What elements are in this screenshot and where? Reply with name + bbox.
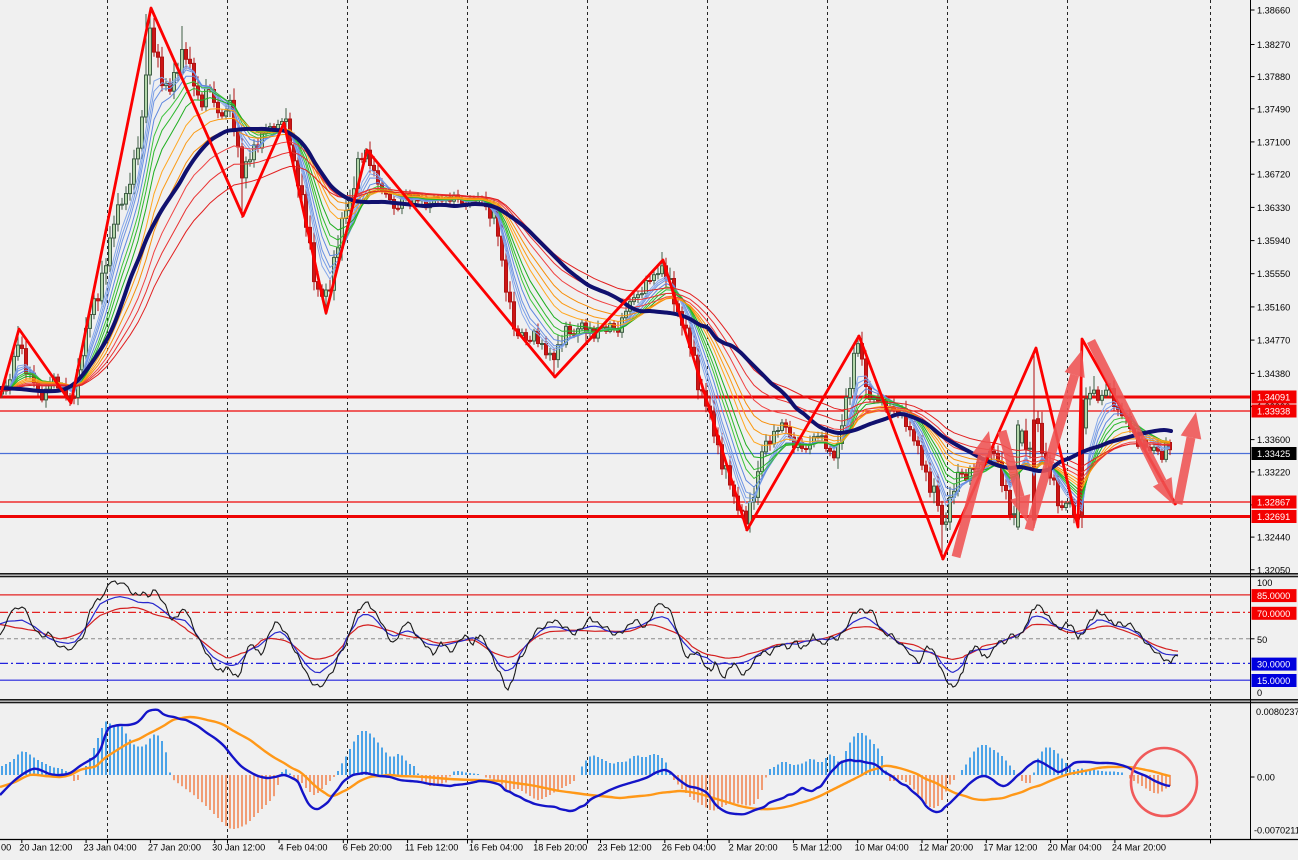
svg-text:1.35550: 1.35550 — [1257, 269, 1290, 279]
svg-text:0.00: 0.00 — [1257, 773, 1275, 783]
svg-text:1.33938: 1.33938 — [1257, 407, 1290, 417]
svg-text:24 Mar 20:00: 24 Mar 20:00 — [1112, 843, 1166, 853]
svg-text:30 Jan 12:00: 30 Jan 12:00 — [212, 843, 265, 853]
svg-text:1.35940: 1.35940 — [1257, 236, 1290, 246]
svg-text:23 Jan 04:00: 23 Jan 04:00 — [84, 843, 137, 853]
svg-text:1.38660: 1.38660 — [1257, 6, 1290, 16]
svg-text:18 Feb 20:00: 18 Feb 20:00 — [533, 843, 587, 853]
svg-text:50: 50 — [1257, 635, 1267, 645]
svg-text:1.38270: 1.38270 — [1257, 40, 1290, 50]
svg-text:00: 00 — [1, 843, 11, 853]
svg-text:30.0000: 30.0000 — [1257, 660, 1290, 670]
svg-text:1.37490: 1.37490 — [1257, 104, 1290, 114]
svg-text:15.0000: 15.0000 — [1257, 676, 1290, 686]
svg-text:-0.0070211: -0.0070211 — [1254, 826, 1298, 836]
svg-text:85.0000: 85.0000 — [1257, 591, 1290, 601]
svg-text:1.36720: 1.36720 — [1257, 170, 1290, 180]
svg-text:27 Jan 20:00: 27 Jan 20:00 — [148, 843, 201, 853]
svg-text:1.32050: 1.32050 — [1257, 565, 1290, 575]
svg-text:100: 100 — [1257, 578, 1272, 588]
svg-text:1.37880: 1.37880 — [1257, 72, 1290, 82]
svg-text:20 Mar 04:00: 20 Mar 04:00 — [1048, 843, 1102, 853]
svg-text:1.32440: 1.32440 — [1257, 533, 1290, 543]
svg-text:70.0000: 70.0000 — [1257, 609, 1290, 619]
svg-text:12 Mar 20:00: 12 Mar 20:00 — [919, 843, 973, 853]
svg-text:0.0080237: 0.0080237 — [1256, 707, 1298, 717]
svg-text:1.34091: 1.34091 — [1257, 393, 1290, 403]
svg-text:1.34770: 1.34770 — [1257, 336, 1290, 346]
svg-text:16 Feb 04:00: 16 Feb 04:00 — [469, 843, 523, 853]
svg-text:1.33425: 1.33425 — [1257, 449, 1290, 459]
svg-text:20 Jan 12:00: 20 Jan 12:00 — [19, 843, 72, 853]
svg-text:1.35160: 1.35160 — [1257, 302, 1290, 312]
svg-text:1.36330: 1.36330 — [1257, 203, 1290, 213]
svg-text:26 Feb 04:00: 26 Feb 04:00 — [662, 843, 716, 853]
svg-text:10 Mar 04:00: 10 Mar 04:00 — [855, 843, 909, 853]
svg-text:1.32691: 1.32691 — [1257, 512, 1290, 522]
svg-text:6 Feb 20:00: 6 Feb 20:00 — [343, 843, 392, 853]
svg-text:1.34380: 1.34380 — [1257, 369, 1290, 379]
svg-text:17 Mar 12:00: 17 Mar 12:00 — [983, 843, 1037, 853]
svg-text:1.33600: 1.33600 — [1257, 435, 1290, 445]
svg-text:5 Mar 12:00: 5 Mar 12:00 — [793, 843, 842, 853]
svg-text:1.37100: 1.37100 — [1257, 137, 1290, 147]
svg-text:4 Feb 04:00: 4 Feb 04:00 — [278, 843, 327, 853]
svg-text:1.32867: 1.32867 — [1257, 498, 1290, 508]
svg-text:0: 0 — [1257, 688, 1262, 698]
svg-text:1.33220: 1.33220 — [1257, 467, 1290, 477]
svg-text:23 Feb 12:00: 23 Feb 12:00 — [597, 843, 651, 853]
svg-text:11 Feb 12:00: 11 Feb 12:00 — [405, 843, 458, 853]
svg-text:2 Mar 20:00: 2 Mar 20:00 — [729, 843, 778, 853]
